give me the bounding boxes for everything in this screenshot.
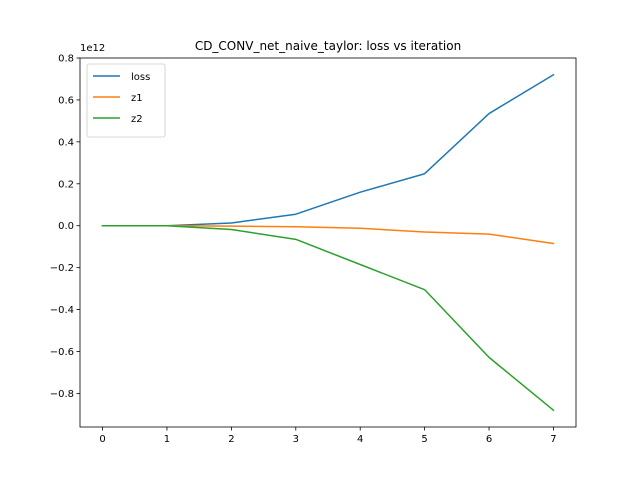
y-tick-label: −0.8 [50,389,74,400]
x-tick-label: 0 [99,434,105,445]
x-tick-label: 1 [164,434,170,445]
legend-label-z2: z2 [131,114,143,125]
x-tick-label: 7 [550,434,556,445]
y-tick-label: 0.6 [58,95,74,106]
x-tick-label: 6 [486,434,492,445]
x-tick-label: 5 [421,434,427,445]
series-line-z2 [101,224,555,412]
y-tick-label: −0.2 [50,263,74,274]
chart-title: CD_CONV_net_naive_taylor: loss vs iterat… [195,39,461,53]
y-tick-label: 0.8 [58,54,74,65]
x-tick-label: 4 [357,434,363,445]
y-tick-label: 0.2 [58,179,74,190]
x-tick-label: 2 [228,434,234,445]
y-tick-label: −0.6 [50,347,74,358]
legend-label-z1: z1 [131,93,143,104]
legend-box [86,63,166,138]
y-tick-label: 0.4 [58,137,74,148]
plot-area: 0 1 2 3 4 5 6 7 −0.8 −0.6 −0.4 −0.2 0.0 0.2 0.4 0.6 0.8 l… [50,54,577,445]
y-tick-label: −0.4 [50,305,74,316]
y-tick-label: 0.0 [58,221,74,232]
axes-frame [79,57,577,428]
legend-label-loss: loss [131,72,150,83]
x-tick-label: 3 [293,434,299,445]
y-offset-label: 1e12 [80,43,105,54]
